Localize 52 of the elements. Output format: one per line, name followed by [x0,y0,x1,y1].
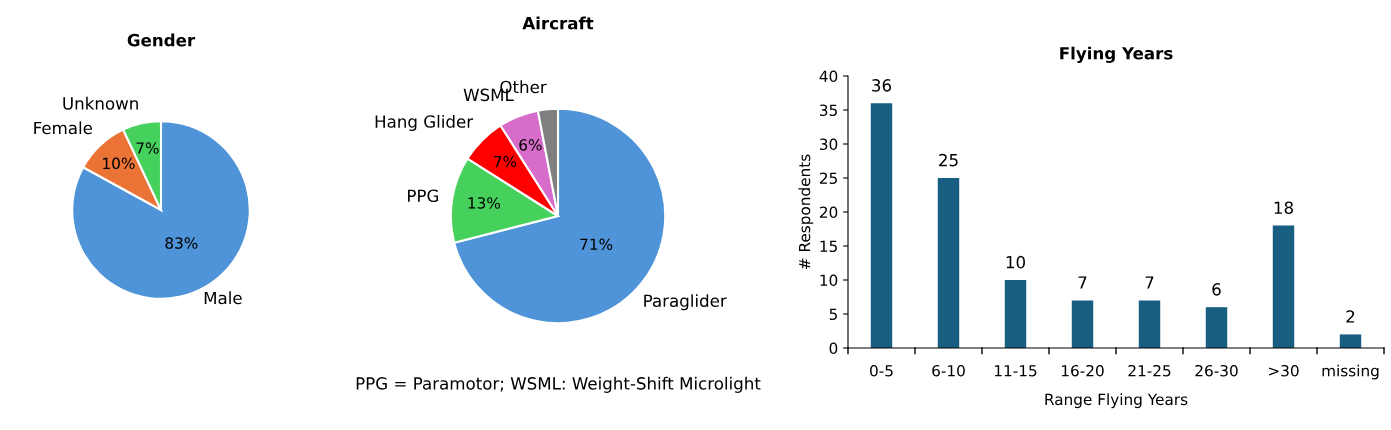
data-label: 71% [580,238,613,250]
data-label: 10% [103,157,135,170]
x-tick-label: missing [1322,364,1379,380]
x-tick-label: 16-20 [1061,364,1104,377]
x-tick-label: 21-25 [1128,364,1171,377]
data-label: 18 [1274,201,1293,215]
x-axis-title: Range Flying Years [1045,393,1188,409]
x-tick-label: 26-30 [1195,364,1238,377]
bar [1138,300,1161,348]
slice-label: PPG [408,189,439,203]
data-label: 25 [939,153,958,167]
bar [870,103,893,348]
bar [1004,280,1027,348]
x-tick-label: 0-5 [870,364,893,377]
y-tick-label: 30 [820,138,838,151]
chart-title: Aircraft [522,16,594,30]
data-label: 36 [872,79,892,92]
y-axis-title: # Respondents [798,154,814,270]
chart-title: Gender [127,33,196,47]
y-tick-label: 5 [829,308,837,321]
x-tick-label: >30 [1269,364,1299,377]
data-label: 6 [1212,283,1221,296]
slice-label: Paraglider [644,294,727,311]
slice-label: Male [204,291,242,305]
slice-label: Female [34,121,93,135]
slice-label: Unknown [63,96,138,110]
data-label: 13% [468,197,501,209]
y-tick-label: 20 [819,206,838,219]
data-label: 83% [165,237,198,249]
data-label: 7% [494,155,517,168]
y-tick-label: 35 [820,104,837,117]
y-tick-label: 15 [820,240,837,253]
data-label: 10 [1006,255,1025,269]
data-label: 7 [1078,276,1087,289]
data-label: 6% [519,139,542,151]
data-label: 7 [1145,276,1154,289]
bar [937,178,960,348]
bar [1339,334,1362,348]
bar [1071,300,1094,348]
chart-title: Flying Years [1060,46,1173,63]
y-tick-label: 40 [819,70,838,83]
bar [1272,225,1295,348]
x-tick-label: 6-10 [932,364,965,377]
slice-label: Hang Glider [375,114,474,132]
y-tick-label: 25 [819,172,837,185]
data-label: 2 [1346,310,1355,323]
y-tick-label: 0 [829,342,838,355]
y-tick-label: 10 [820,274,838,287]
text: PPG = Paramotor; WSML: Weight-Shift Microlight [356,376,761,393]
x-tick-label: 11-15 [994,365,1037,377]
bar [1205,307,1228,348]
data-label: 7% [136,142,159,154]
